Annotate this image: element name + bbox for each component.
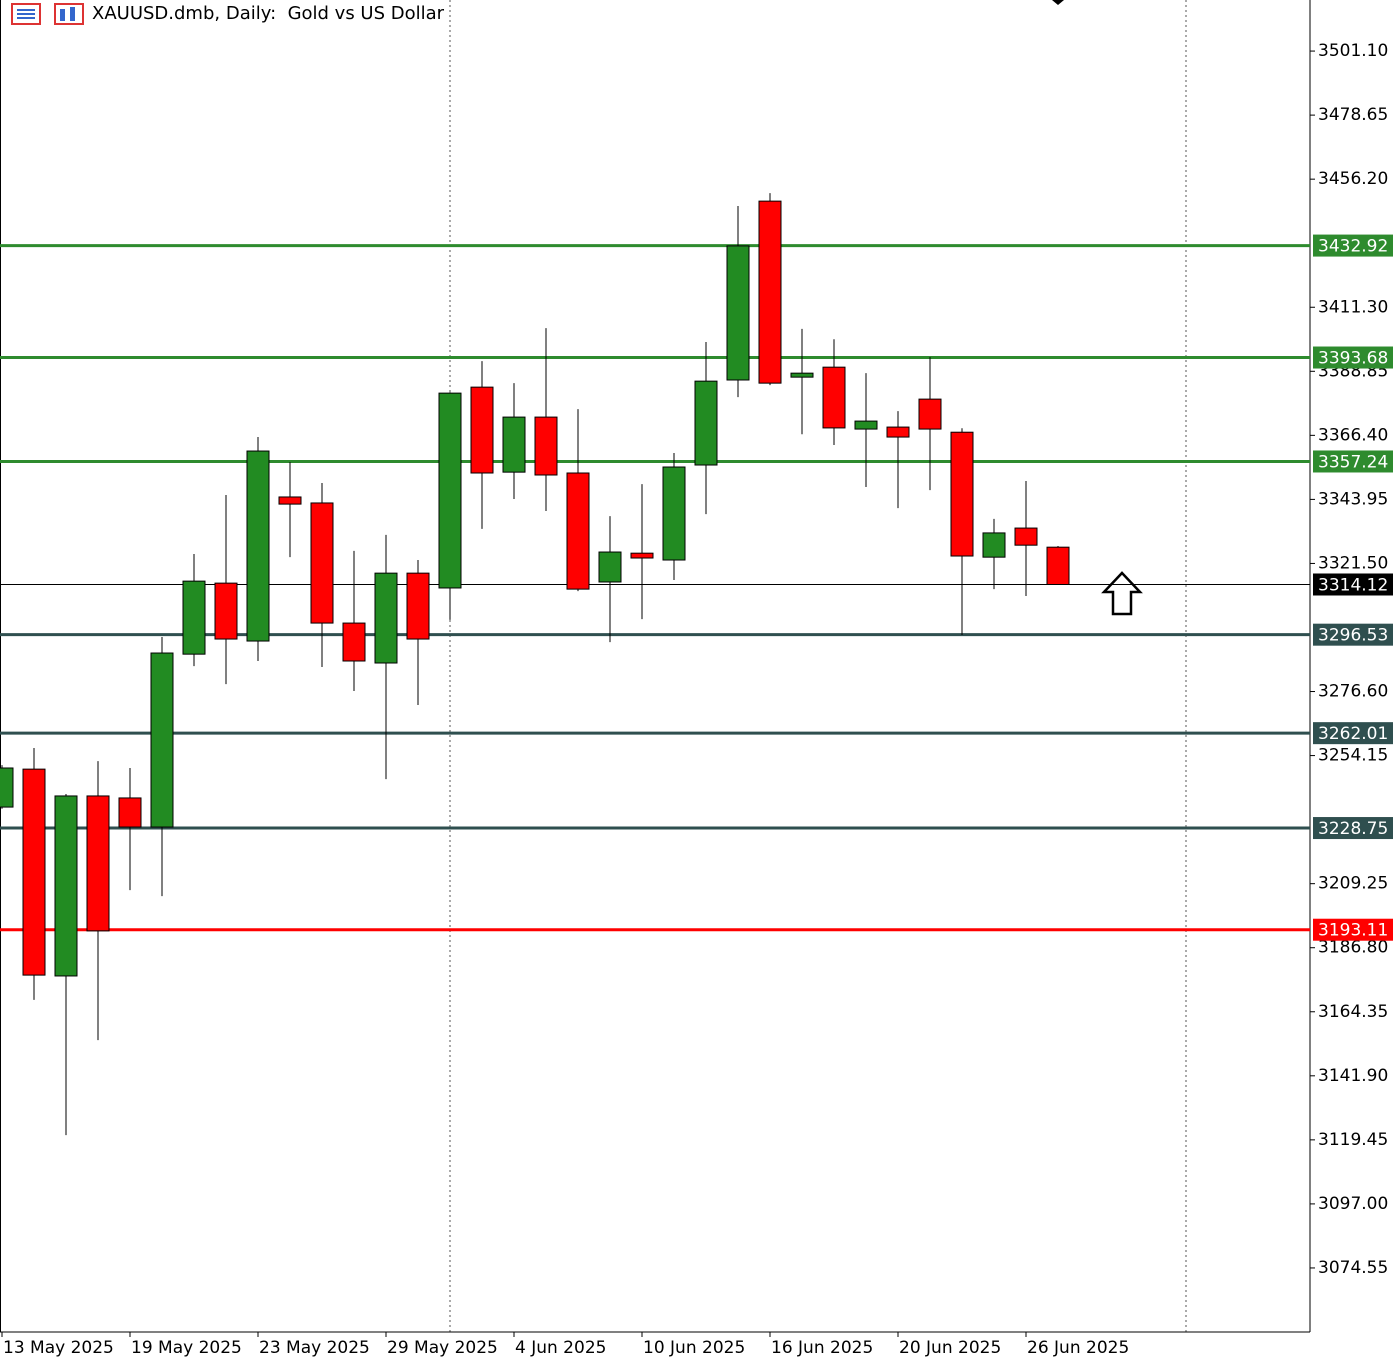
candle-body bbox=[0, 767, 14, 808]
candle-body bbox=[854, 420, 878, 430]
candle-body bbox=[86, 795, 110, 932]
candle-body bbox=[1046, 546, 1070, 585]
level-label: 3296.53 bbox=[1318, 626, 1388, 646]
candle-body bbox=[150, 652, 174, 828]
y-tick-label: 3276.60 bbox=[1318, 682, 1388, 702]
candle-body bbox=[182, 580, 206, 655]
candle-body bbox=[950, 431, 974, 557]
icon-bar bbox=[70, 7, 75, 21]
icon bbox=[54, 3, 84, 25]
x-tick-label: 23 May 2025 bbox=[259, 1338, 370, 1358]
candle-body bbox=[534, 416, 558, 476]
candle-body bbox=[598, 551, 622, 583]
candle-body bbox=[278, 496, 302, 505]
y-tick-label: 3119.45 bbox=[1318, 1130, 1388, 1150]
buy-arrow bbox=[1101, 571, 1143, 616]
candle-body bbox=[310, 502, 334, 624]
candle-body bbox=[630, 552, 654, 559]
candle-body bbox=[886, 426, 910, 438]
arrow-marker bbox=[1052, 0, 1064, 5]
level-badge bbox=[1313, 817, 1393, 840]
level-badge bbox=[1313, 234, 1393, 257]
candle-body bbox=[374, 572, 398, 664]
level-badge bbox=[1313, 450, 1393, 473]
candle-body bbox=[790, 372, 814, 378]
candle-body bbox=[470, 386, 494, 474]
candle-body bbox=[662, 466, 686, 561]
candles bbox=[0, 193, 1070, 1136]
level-badge bbox=[1313, 918, 1393, 941]
level-badge bbox=[1313, 346, 1393, 369]
candle-body bbox=[406, 572, 430, 640]
x-tick-label: 19 May 2025 bbox=[131, 1338, 242, 1358]
x-tick-label: 16 Jun 2025 bbox=[771, 1338, 873, 1358]
level-label: 3193.11 bbox=[1318, 921, 1388, 941]
candle-body bbox=[1014, 527, 1038, 546]
level-label: 3228.75 bbox=[1318, 819, 1388, 839]
y-tick-label: 3456.20 bbox=[1318, 169, 1388, 189]
level-label: 3262.01 bbox=[1318, 724, 1388, 744]
icon-bar bbox=[60, 9, 65, 21]
y-tick-label: 3209.25 bbox=[1318, 874, 1388, 894]
y-tick-label: 3478.65 bbox=[1318, 105, 1388, 125]
y-tick-label: 3074.55 bbox=[1318, 1258, 1388, 1278]
level-badge bbox=[1313, 573, 1393, 596]
y-tick-label: 3343.95 bbox=[1318, 489, 1388, 509]
y-tick-label: 3186.80 bbox=[1318, 938, 1388, 958]
y-tick-label: 3164.35 bbox=[1318, 1002, 1388, 1022]
level-badge bbox=[1313, 722, 1393, 745]
candle-body bbox=[694, 380, 718, 466]
candle-body bbox=[438, 392, 462, 589]
level-label: 3432.92 bbox=[1318, 237, 1388, 257]
x-tick-label: 20 Jun 2025 bbox=[899, 1338, 1001, 1358]
y-tick-label: 3366.40 bbox=[1318, 425, 1388, 445]
x-tick-label: 10 Jun 2025 bbox=[643, 1338, 745, 1358]
x-tick-label: 4 Jun 2025 bbox=[515, 1338, 606, 1358]
y-tick-label: 3141.90 bbox=[1318, 1066, 1388, 1086]
candle-body bbox=[214, 582, 238, 640]
candle-body bbox=[502, 416, 526, 473]
y-tick-label: 3411.30 bbox=[1318, 297, 1388, 317]
candle-body bbox=[822, 366, 846, 429]
level-label: 3357.24 bbox=[1318, 452, 1388, 472]
candle-body bbox=[566, 472, 590, 590]
y-tick-label: 3097.00 bbox=[1318, 1194, 1388, 1214]
level-label: 3314.12 bbox=[1318, 575, 1388, 595]
title-icons bbox=[11, 3, 84, 25]
x-tick-label: 26 Jun 2025 bbox=[1027, 1338, 1129, 1358]
candle-body bbox=[246, 450, 270, 642]
candle-body bbox=[918, 398, 942, 430]
chart-title: XAUUSD.dmb, Daily: Gold vs US Dollar bbox=[92, 3, 445, 24]
y-tick-label: 3321.50 bbox=[1318, 553, 1388, 573]
candle-body bbox=[118, 797, 142, 828]
y-tick-label: 3254.15 bbox=[1318, 746, 1388, 766]
y-tick-label: 3501.10 bbox=[1318, 41, 1388, 61]
level-badge bbox=[1313, 623, 1393, 646]
candle-body bbox=[54, 795, 78, 977]
candle-body bbox=[22, 768, 46, 976]
candle-body bbox=[342, 622, 366, 662]
x-tick-label: 13 May 2025 bbox=[3, 1338, 114, 1358]
level-label: 3393.68 bbox=[1318, 349, 1388, 369]
candle-body bbox=[982, 532, 1006, 558]
levels bbox=[0, 244, 1310, 932]
candle-body bbox=[758, 200, 782, 384]
candle-body bbox=[726, 245, 750, 381]
x-tick-label: 29 May 2025 bbox=[387, 1338, 498, 1358]
